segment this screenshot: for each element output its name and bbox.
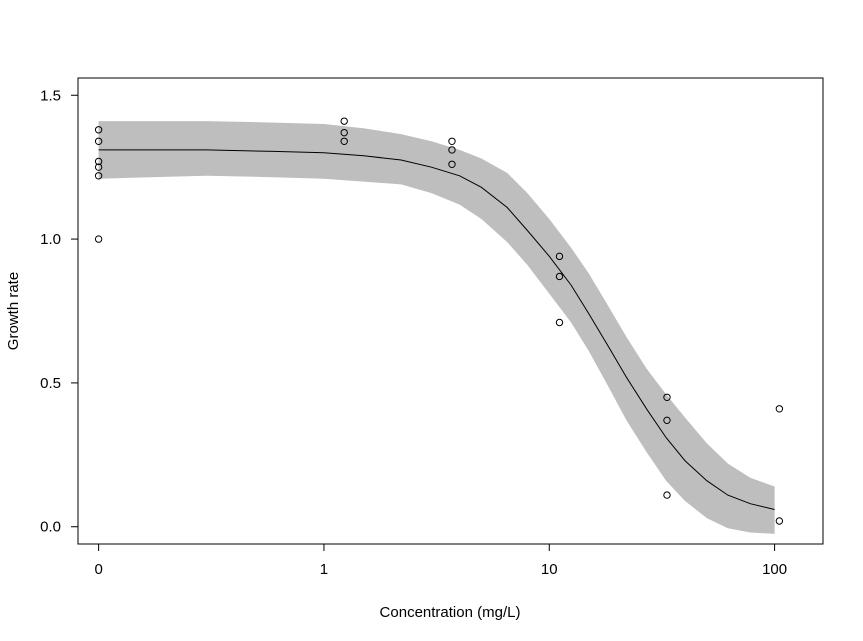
data-point [663,491,671,499]
confidence-band [98,121,775,534]
data-point [94,137,103,145]
data-point [340,117,348,125]
y-tick-label: 1.5 [40,87,61,104]
data-point [448,137,456,145]
plot-frame [77,77,824,545]
data-point [94,235,103,243]
data-point [94,172,103,180]
x-tick-label: 1 [320,561,328,578]
y-tick-label: 0.0 [40,519,61,536]
data-point [94,163,103,171]
data-point [340,128,348,137]
data-point [555,252,564,261]
y-tick-label: 0.5 [40,375,61,392]
data-point [555,318,564,327]
y-axis-label: Growth rate [5,272,22,350]
data-point [663,393,671,401]
data-point [663,416,671,425]
data-point [448,146,456,154]
fit-line [98,149,775,510]
data-point [94,157,103,166]
data-point [775,405,784,413]
data-point [340,137,348,145]
x-tick-label: 100 [762,561,787,578]
data-point [94,126,103,134]
data-point [555,272,564,281]
data-point [775,517,784,525]
data-point [448,160,456,168]
x-tick-label: 0 [94,561,102,578]
y-tick-label: 1.0 [40,231,61,248]
x-tick-label: 10 [541,561,558,578]
x-axis-label: Concentration (mg/L) [380,604,521,621]
